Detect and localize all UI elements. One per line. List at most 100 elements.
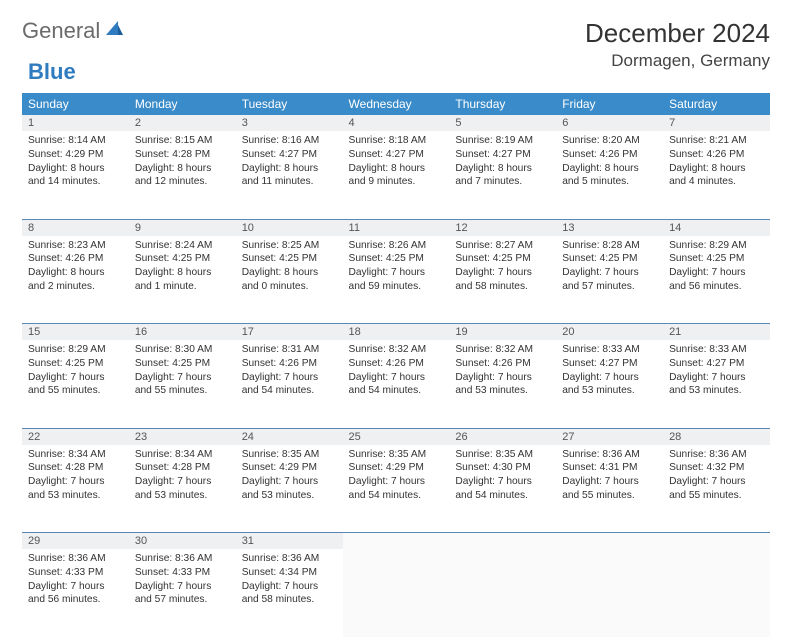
day-number-cell: 21 — [663, 324, 770, 341]
day-number-cell: 3 — [236, 115, 343, 131]
day-number-cell: 29 — [22, 533, 129, 550]
brand-word2: Blue — [28, 59, 76, 85]
day-data-cell: Sunrise: 8:35 AMSunset: 4:29 PMDaylight:… — [236, 445, 343, 533]
sunset-text: Sunset: 4:27 PM — [242, 148, 337, 162]
day-data-cell: Sunrise: 8:29 AMSunset: 4:25 PMDaylight:… — [22, 340, 129, 428]
title-block: December 2024 Dormagen, Germany — [585, 18, 770, 71]
daylight-text: Daylight: 7 hours and 54 minutes. — [455, 475, 550, 503]
day-data-cell: Sunrise: 8:28 AMSunset: 4:25 PMDaylight:… — [556, 236, 663, 324]
sunset-text: Sunset: 4:33 PM — [135, 566, 230, 580]
brand-word1: General — [22, 18, 100, 44]
sunrise-text: Sunrise: 8:15 AM — [135, 134, 230, 148]
day-data-cell: Sunrise: 8:29 AMSunset: 4:25 PMDaylight:… — [663, 236, 770, 324]
daylight-text: Daylight: 7 hours and 55 minutes. — [669, 475, 764, 503]
day-number-cell: 11 — [343, 219, 450, 236]
sunset-text: Sunset: 4:26 PM — [242, 357, 337, 371]
sunset-text: Sunset: 4:27 PM — [562, 357, 657, 371]
weekday-header: Saturday — [663, 93, 770, 115]
daylight-text: Daylight: 8 hours and 11 minutes. — [242, 162, 337, 190]
day-number-cell: 18 — [343, 324, 450, 341]
daylight-text: Daylight: 7 hours and 54 minutes. — [349, 371, 444, 399]
day-number-cell: 5 — [449, 115, 556, 131]
sunrise-text: Sunrise: 8:33 AM — [669, 343, 764, 357]
sunrise-text: Sunrise: 8:25 AM — [242, 239, 337, 253]
sunset-text: Sunset: 4:26 PM — [28, 252, 123, 266]
day-data-row: Sunrise: 8:14 AMSunset: 4:29 PMDaylight:… — [22, 131, 770, 219]
sunset-text: Sunset: 4:31 PM — [562, 461, 657, 475]
day-data-cell: Sunrise: 8:18 AMSunset: 4:27 PMDaylight:… — [343, 131, 450, 219]
sunset-text: Sunset: 4:25 PM — [455, 252, 550, 266]
day-data-cell: Sunrise: 8:15 AMSunset: 4:28 PMDaylight:… — [129, 131, 236, 219]
sunrise-text: Sunrise: 8:24 AM — [135, 239, 230, 253]
day-data-cell: Sunrise: 8:25 AMSunset: 4:25 PMDaylight:… — [236, 236, 343, 324]
day-number-cell — [449, 533, 556, 550]
day-number-cell: 16 — [129, 324, 236, 341]
daylight-text: Daylight: 7 hours and 53 minutes. — [562, 371, 657, 399]
daylight-text: Daylight: 7 hours and 54 minutes. — [242, 371, 337, 399]
daylight-text: Daylight: 7 hours and 55 minutes. — [562, 475, 657, 503]
sunrise-text: Sunrise: 8:27 AM — [455, 239, 550, 253]
day-number-cell: 17 — [236, 324, 343, 341]
calendar-table: Sunday Monday Tuesday Wednesday Thursday… — [22, 93, 770, 637]
sunrise-text: Sunrise: 8:34 AM — [135, 448, 230, 462]
sunset-text: Sunset: 4:28 PM — [135, 461, 230, 475]
weekday-header: Sunday — [22, 93, 129, 115]
daylight-text: Daylight: 7 hours and 53 minutes. — [242, 475, 337, 503]
day-data-cell: Sunrise: 8:33 AMSunset: 4:27 PMDaylight:… — [556, 340, 663, 428]
sail-icon — [104, 19, 124, 37]
day-data-cell: Sunrise: 8:23 AMSunset: 4:26 PMDaylight:… — [22, 236, 129, 324]
day-number-row: 15161718192021 — [22, 324, 770, 341]
day-number-cell: 6 — [556, 115, 663, 131]
sunset-text: Sunset: 4:32 PM — [669, 461, 764, 475]
daylight-text: Daylight: 8 hours and 1 minute. — [135, 266, 230, 294]
day-number-cell: 15 — [22, 324, 129, 341]
sunrise-text: Sunrise: 8:29 AM — [669, 239, 764, 253]
sunset-text: Sunset: 4:34 PM — [242, 566, 337, 580]
day-data-cell: Sunrise: 8:34 AMSunset: 4:28 PMDaylight:… — [22, 445, 129, 533]
day-number-cell: 10 — [236, 219, 343, 236]
day-number-row: 293031 — [22, 533, 770, 550]
day-data-cell: Sunrise: 8:20 AMSunset: 4:26 PMDaylight:… — [556, 131, 663, 219]
day-number-cell: 27 — [556, 428, 663, 445]
sunrise-text: Sunrise: 8:14 AM — [28, 134, 123, 148]
sunset-text: Sunset: 4:27 PM — [669, 357, 764, 371]
daylight-text: Daylight: 8 hours and 7 minutes. — [455, 162, 550, 190]
day-data-cell: Sunrise: 8:33 AMSunset: 4:27 PMDaylight:… — [663, 340, 770, 428]
daylight-text: Daylight: 7 hours and 59 minutes. — [349, 266, 444, 294]
daylight-text: Daylight: 7 hours and 54 minutes. — [349, 475, 444, 503]
daylight-text: Daylight: 8 hours and 4 minutes. — [669, 162, 764, 190]
sunrise-text: Sunrise: 8:20 AM — [562, 134, 657, 148]
sunrise-text: Sunrise: 8:35 AM — [455, 448, 550, 462]
sunrise-text: Sunrise: 8:35 AM — [349, 448, 444, 462]
day-number-cell: 19 — [449, 324, 556, 341]
sunset-text: Sunset: 4:25 PM — [349, 252, 444, 266]
daylight-text: Daylight: 7 hours and 58 minutes. — [242, 580, 337, 608]
weekday-header: Friday — [556, 93, 663, 115]
day-data-row: Sunrise: 8:36 AMSunset: 4:33 PMDaylight:… — [22, 549, 770, 637]
day-data-row: Sunrise: 8:29 AMSunset: 4:25 PMDaylight:… — [22, 340, 770, 428]
day-data-cell: Sunrise: 8:14 AMSunset: 4:29 PMDaylight:… — [22, 131, 129, 219]
location: Dormagen, Germany — [585, 51, 770, 71]
sunrise-text: Sunrise: 8:28 AM — [562, 239, 657, 253]
day-number-row: 22232425262728 — [22, 428, 770, 445]
day-number-row: 891011121314 — [22, 219, 770, 236]
sunset-text: Sunset: 4:28 PM — [135, 148, 230, 162]
weekday-header: Wednesday — [343, 93, 450, 115]
day-number-cell: 14 — [663, 219, 770, 236]
day-number-cell — [663, 533, 770, 550]
day-data-cell: Sunrise: 8:36 AMSunset: 4:33 PMDaylight:… — [22, 549, 129, 637]
daylight-text: Daylight: 7 hours and 53 minutes. — [669, 371, 764, 399]
sunset-text: Sunset: 4:29 PM — [28, 148, 123, 162]
daylight-text: Daylight: 8 hours and 14 minutes. — [28, 162, 123, 190]
sunset-text: Sunset: 4:28 PM — [28, 461, 123, 475]
sunrise-text: Sunrise: 8:32 AM — [349, 343, 444, 357]
sunrise-text: Sunrise: 8:16 AM — [242, 134, 337, 148]
sunset-text: Sunset: 4:27 PM — [349, 148, 444, 162]
day-number-cell: 28 — [663, 428, 770, 445]
sunrise-text: Sunrise: 8:35 AM — [242, 448, 337, 462]
daylight-text: Daylight: 8 hours and 5 minutes. — [562, 162, 657, 190]
sunrise-text: Sunrise: 8:36 AM — [562, 448, 657, 462]
day-data-cell: Sunrise: 8:26 AMSunset: 4:25 PMDaylight:… — [343, 236, 450, 324]
day-data-cell: Sunrise: 8:36 AMSunset: 4:34 PMDaylight:… — [236, 549, 343, 637]
sunrise-text: Sunrise: 8:18 AM — [349, 134, 444, 148]
